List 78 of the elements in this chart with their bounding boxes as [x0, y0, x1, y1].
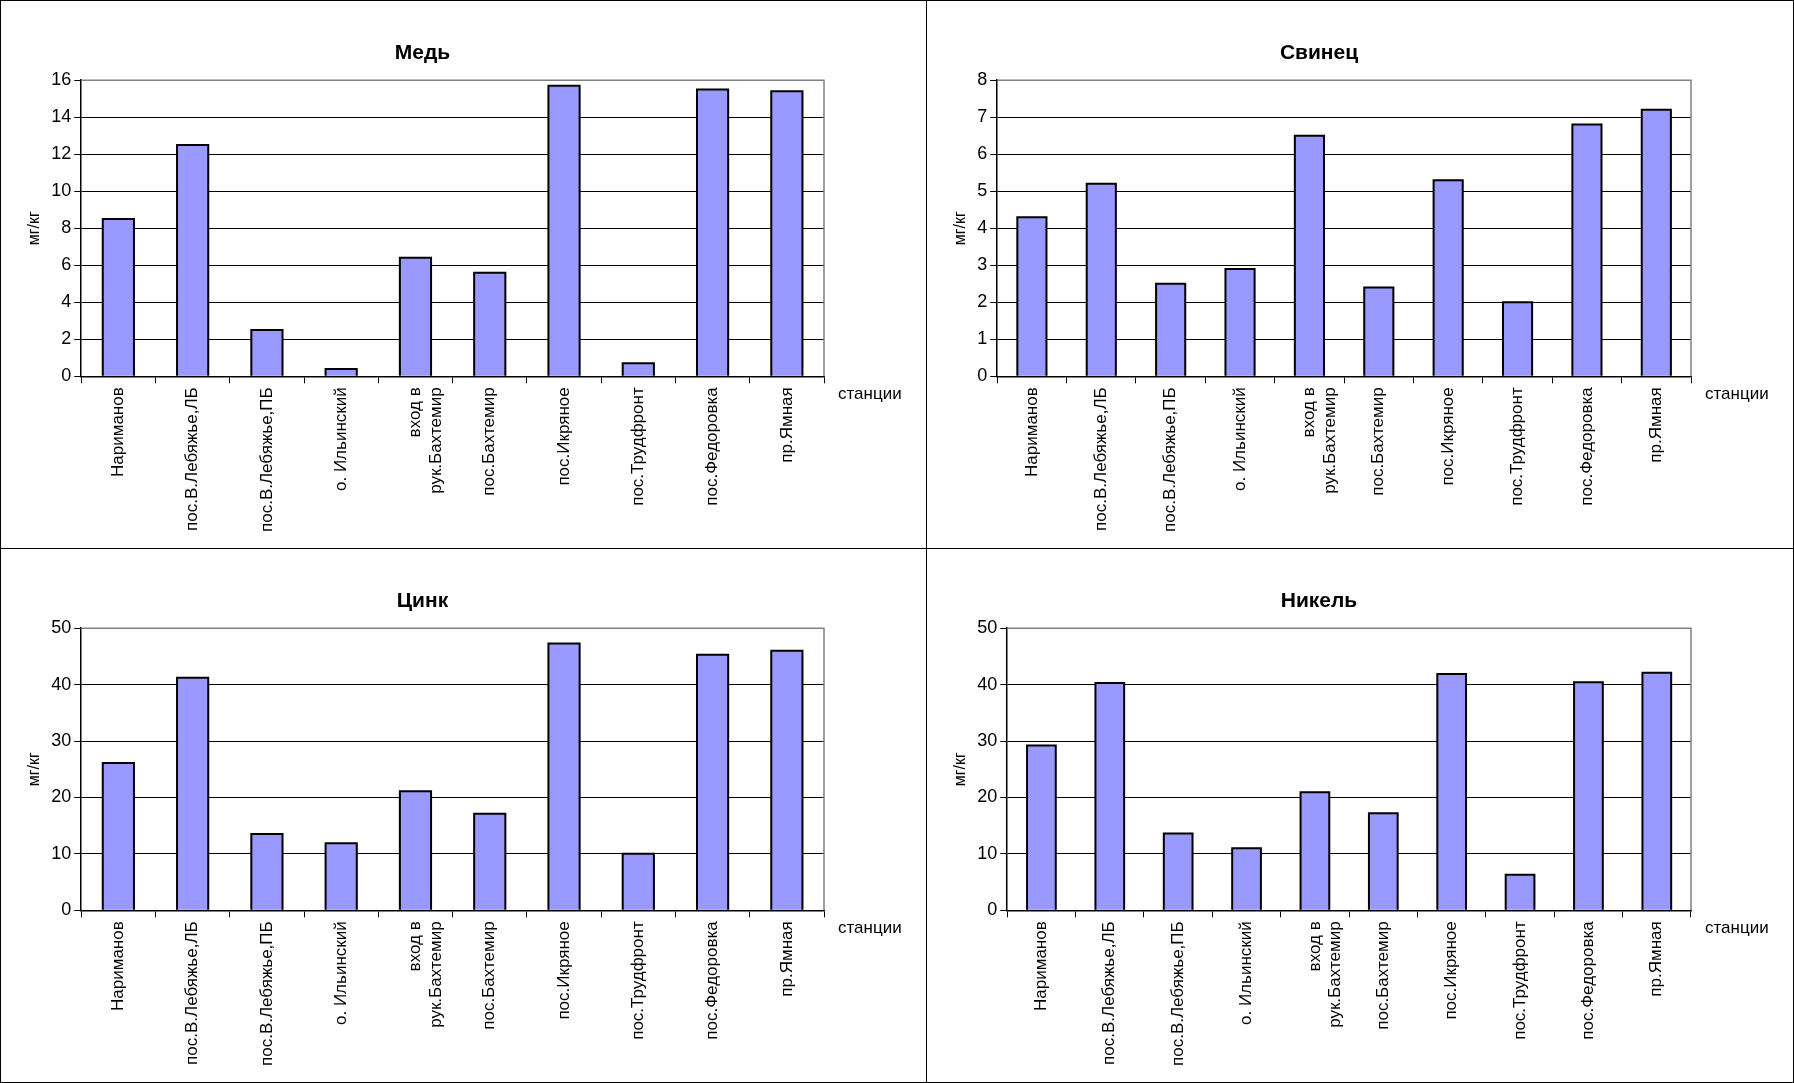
y-tick-label: 30	[977, 730, 998, 750]
y-tick-label: 8	[977, 69, 988, 90]
y-tick-label: 20	[977, 786, 998, 807]
y-tick-label: 40	[51, 673, 72, 694]
x-tick-label: Нариманов	[108, 387, 128, 477]
chart-title: Цинк	[396, 588, 449, 612]
x-tick-label: пос.Трудфронт	[627, 921, 647, 1040]
x-tick-label: пр.Ямная	[776, 921, 796, 997]
x-axis-title: станции	[1705, 917, 1769, 937]
y-tick-label: 0	[61, 365, 72, 386]
x-axis-title: станции	[1705, 383, 1769, 403]
x-tick-label: пос.В.Лебяжье,ПБ	[1167, 921, 1187, 1066]
x-axis-title: станции	[838, 917, 902, 937]
x-tick-label: пос.Федоровка	[702, 920, 722, 1040]
y-tick-label: 12	[51, 143, 72, 164]
x-tick-label: пос.Трудфронт	[1509, 921, 1529, 1040]
chart-title: Свинец	[1279, 40, 1359, 64]
x-tick-label: пос.Федоровка	[1576, 386, 1596, 506]
y-tick-label: 8	[61, 217, 72, 238]
y-tick-label: 7	[977, 106, 988, 127]
x-tick-label: Нариманов	[1021, 387, 1041, 477]
x-tick-label: пос.Икряное	[1441, 921, 1461, 1020]
x-tick-label: пос.В.Лебяжье,ЛБ	[182, 387, 202, 531]
y-tick-label: 50	[977, 617, 998, 638]
x-tick-label: пос.Бахтемир	[1372, 921, 1392, 1030]
y-tick-label: 4	[61, 291, 72, 312]
x-tick-label: пос.В.Лебяжье,ЛБ	[182, 921, 202, 1065]
y-tick-label: 10	[51, 180, 72, 201]
x-tick-label: пос.Федоровка	[702, 386, 722, 506]
x-tick-label: пос.В.Лебяжье,ЛБ	[1090, 387, 1110, 531]
x-tick-label: пос.Бахтемир	[479, 387, 499, 496]
x-tick-label: пр.Ямная	[1646, 921, 1666, 997]
y-tick-label: 14	[51, 106, 72, 127]
y-tick-label: 3	[977, 254, 988, 275]
y-tick-label: 0	[977, 365, 988, 386]
y-tick-label: 6	[977, 143, 988, 164]
x-tick-label: Нариманов	[1031, 921, 1051, 1011]
x-tick-label: пос.Трудфронт	[627, 387, 647, 506]
y-axis-title: мг/кг	[951, 752, 969, 787]
y-tick-label: 0	[61, 899, 72, 920]
x-tick-label: пр.Ямная	[1646, 387, 1665, 463]
x-tick-label: пос.В.Лебяжье,ПБ	[1160, 387, 1180, 532]
y-tick-label: 10	[51, 842, 72, 863]
x-tick-label: о. Ильинский	[1236, 921, 1256, 1025]
y-tick-label: 0	[987, 899, 998, 920]
y-tick-label: 6	[61, 254, 72, 275]
y-tick-label: 10	[977, 842, 998, 863]
y-tick-label: 40	[977, 673, 998, 694]
chart-title: Медь	[394, 40, 451, 64]
y-tick-label: 30	[51, 730, 72, 750]
x-tick-label: о. Ильинский	[1229, 387, 1249, 491]
y-axis-title: мг/кг	[951, 211, 969, 246]
x-tick-label: Нариманов	[108, 921, 128, 1011]
y-tick-label: 2	[61, 328, 72, 349]
x-tick-label: пр.Ямная	[776, 387, 796, 463]
x-tick-label: пос.Трудфронт	[1507, 387, 1527, 506]
y-tick-label: 20	[51, 786, 72, 807]
y-tick-label: 50	[51, 617, 72, 638]
x-tick-label: пос.В.Лебяжье,ПБ	[256, 387, 276, 532]
y-axis-title: мг/кг	[25, 211, 43, 246]
x-tick-label: пос.В.Лебяжье,ПБ	[256, 921, 276, 1066]
x-tick-label: пос.Икряное	[553, 387, 573, 486]
x-tick-label: пос.Бахтемир	[1368, 387, 1388, 496]
x-tick-label: пос.Бахтемир	[479, 921, 499, 1030]
chart-title: Никель	[1280, 588, 1358, 612]
y-axis-title: мг/кг	[25, 752, 43, 787]
x-tick-label: пос.В.Лебяжье,ЛБ	[1099, 921, 1119, 1065]
y-tick-label: 5	[977, 180, 988, 201]
x-tick-label: пос.Икряное	[1437, 387, 1457, 486]
x-tick-label: пос.Федоровка	[1578, 920, 1598, 1040]
x-axis-title: станции	[838, 383, 902, 403]
y-tick-label: 2	[977, 291, 988, 312]
y-tick-label: 16	[51, 69, 72, 90]
x-tick-label: о. Ильинский	[330, 921, 350, 1025]
x-tick-label: о. Ильинский	[330, 387, 350, 491]
x-tick-label: пос.Икряное	[553, 921, 573, 1020]
y-tick-label: 1	[977, 328, 988, 349]
y-tick-label: 4	[977, 217, 988, 238]
